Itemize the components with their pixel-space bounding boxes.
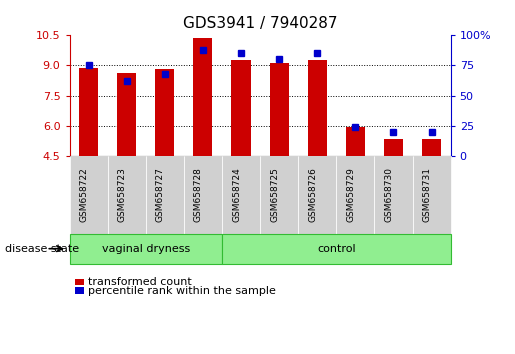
- Text: disease state: disease state: [5, 244, 79, 254]
- Text: GSM658723: GSM658723: [118, 167, 127, 222]
- Bar: [346, 127, 365, 156]
- Bar: [156, 69, 175, 156]
- Title: GDS3941 / 7940287: GDS3941 / 7940287: [183, 16, 337, 32]
- Text: control: control: [317, 244, 355, 254]
- Text: GSM658729: GSM658729: [347, 167, 355, 222]
- Bar: [79, 69, 98, 156]
- Bar: [232, 61, 251, 156]
- Text: GSM658726: GSM658726: [308, 167, 317, 222]
- Text: GSM658730: GSM658730: [385, 167, 393, 222]
- Text: GSM658728: GSM658728: [194, 167, 203, 222]
- Bar: [270, 63, 289, 156]
- Text: GSM658727: GSM658727: [156, 167, 165, 222]
- Text: GSM658731: GSM658731: [423, 167, 432, 222]
- Bar: [308, 61, 327, 156]
- Text: transformed count: transformed count: [88, 277, 191, 287]
- Text: GSM658722: GSM658722: [80, 167, 89, 222]
- Bar: [194, 38, 213, 156]
- Text: GSM658725: GSM658725: [270, 167, 279, 222]
- Bar: [384, 139, 403, 156]
- Bar: [117, 73, 136, 156]
- Text: GSM658724: GSM658724: [232, 167, 241, 222]
- Bar: [422, 139, 441, 156]
- Text: vaginal dryness: vaginal dryness: [101, 244, 190, 254]
- Text: percentile rank within the sample: percentile rank within the sample: [88, 286, 276, 296]
